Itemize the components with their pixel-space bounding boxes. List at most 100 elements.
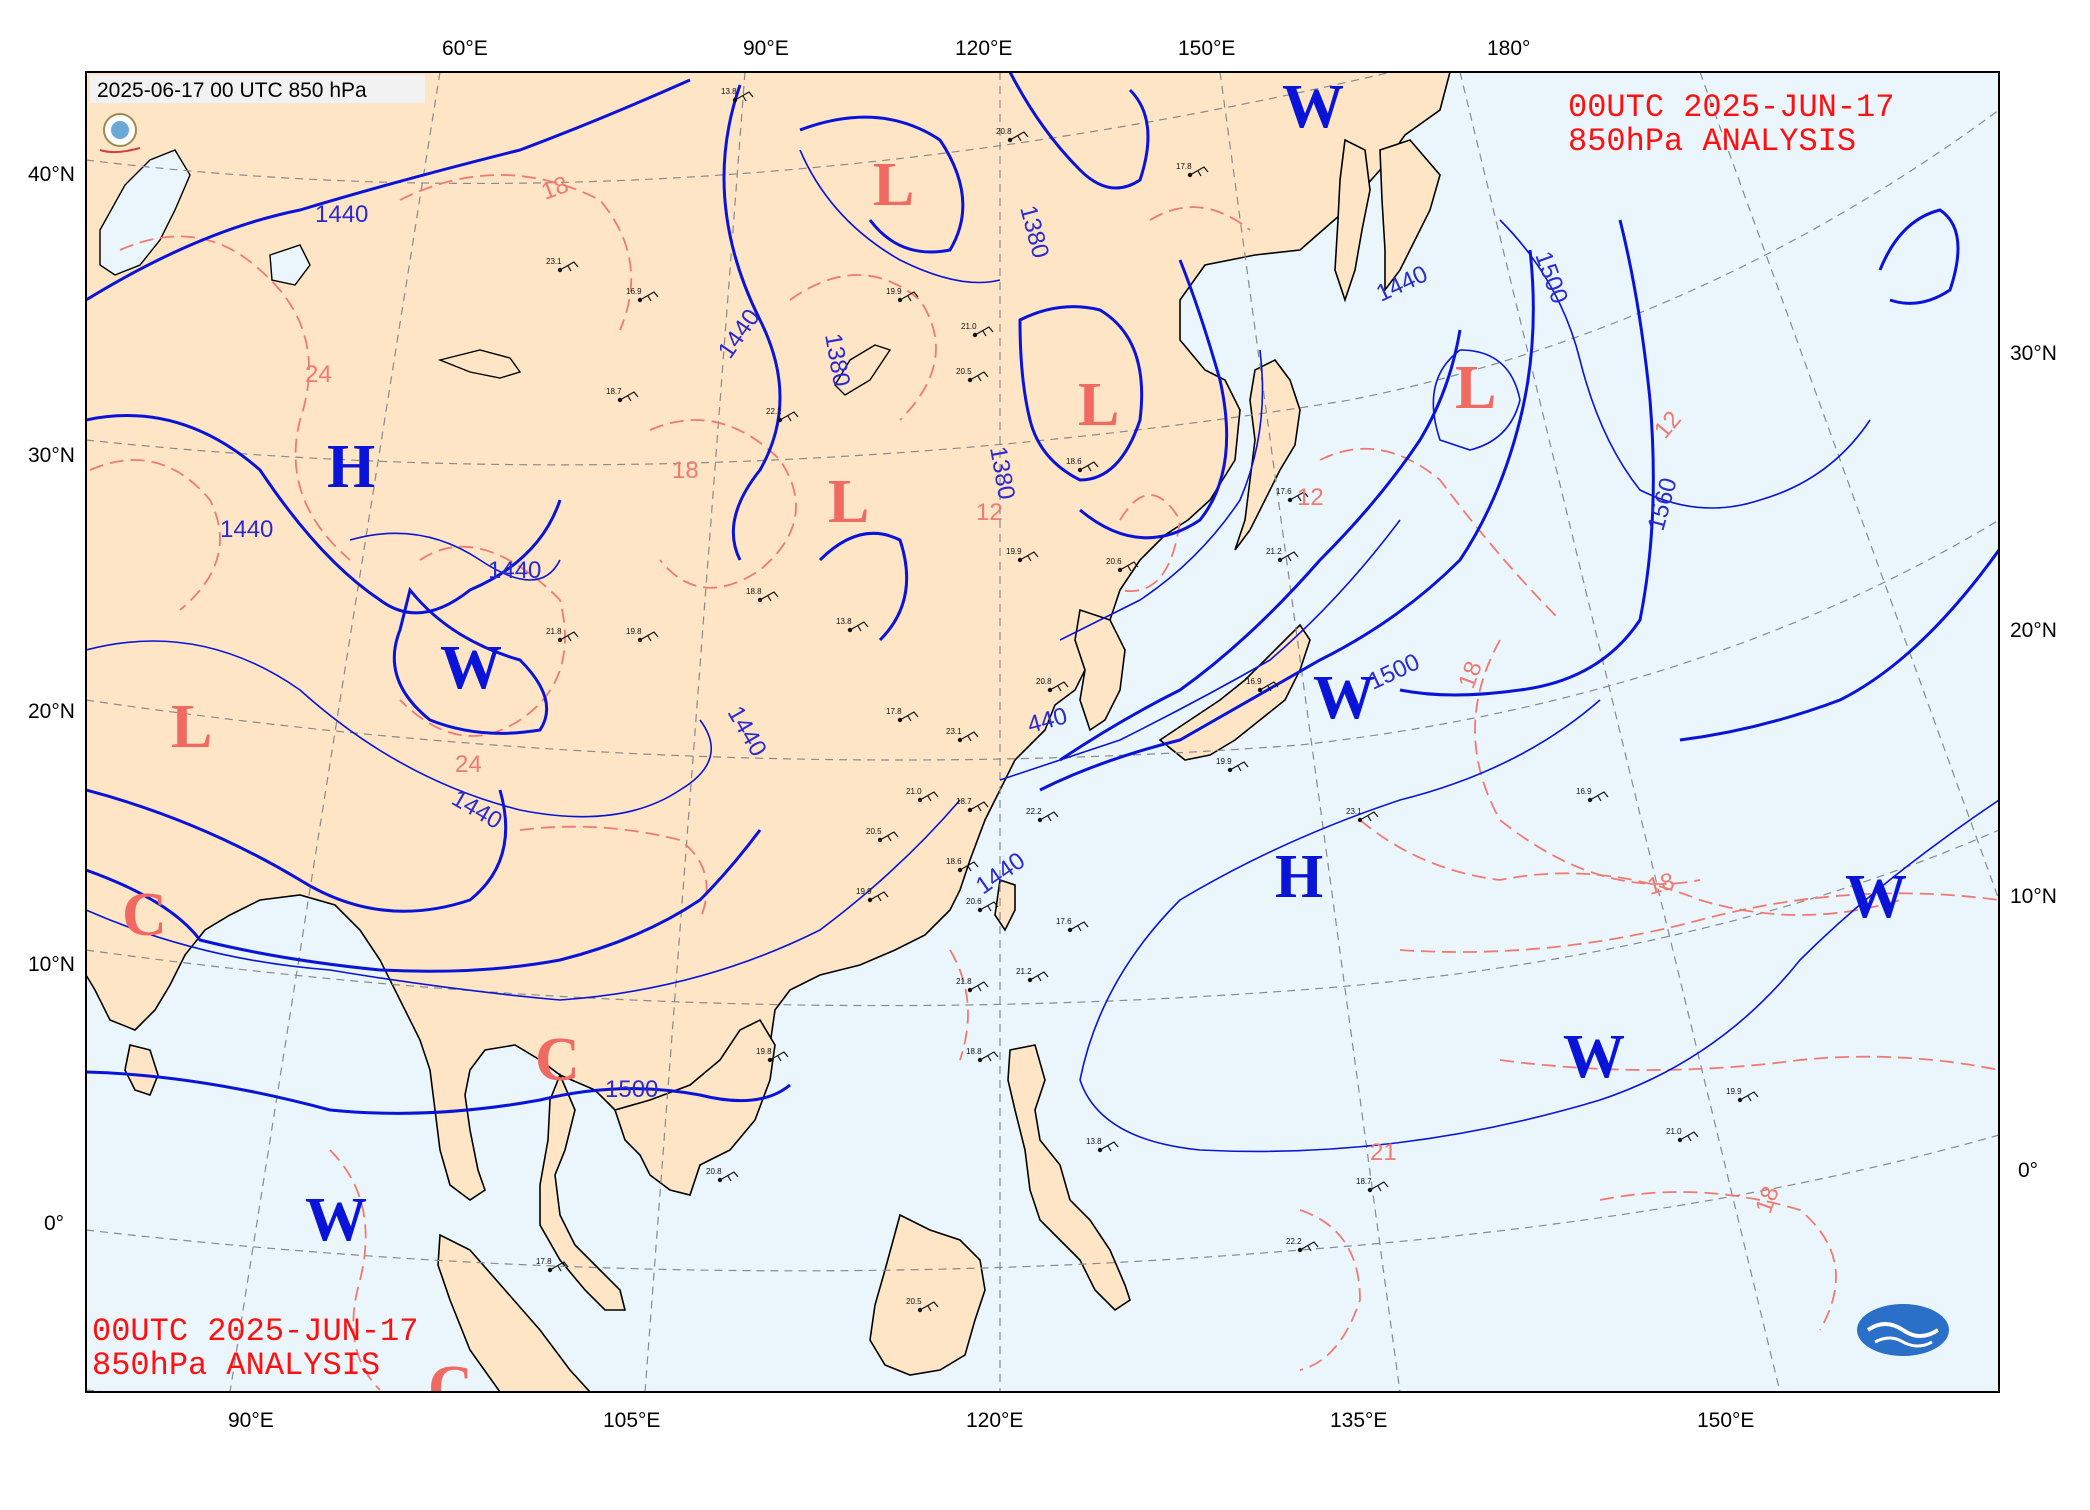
svg-text:180°: 180° [1487,37,1530,60]
station-value: 18.8 [966,1047,982,1056]
svg-text:20°N: 20°N [2010,619,2057,642]
station-value: 18.6 [946,857,962,866]
station-value: 19.9 [856,887,872,896]
system-h-2: H [1275,843,1323,911]
wind-barb [734,91,754,102]
svg-text:1500: 1500 [605,1076,658,1103]
title-top-line2: 850hPa ANALYSIS [1568,123,1856,160]
wind-barb [1039,811,1059,822]
title-bottom-line2: 850hPa ANALYSIS [92,1347,380,1384]
pressure-systems: W W W W W W H H L L L L L C C C [122,73,1907,1422]
wind-barb [959,861,979,872]
wind-barb [1069,921,1089,932]
station-value: 18.7 [606,387,622,396]
wind-barb [559,261,579,272]
wind-barb [1739,1091,1759,1102]
svg-text:90°E: 90°E [743,37,789,60]
system-w-2: W [440,634,502,702]
svg-text:105°E: 105°E [603,1409,660,1432]
station-value: 20.8 [996,127,1012,136]
station-value: 17.6 [1276,487,1292,496]
station-value: 18.7 [1356,1177,1372,1186]
system-w-1: W [1282,73,1344,141]
wind-barb [979,1051,999,1062]
wind-barb [1289,491,1309,502]
timestamp-box [90,75,425,103]
sakhalin [1334,138,1371,303]
wind-barb [769,1051,789,1062]
station-value: 19.9 [886,287,902,296]
station-value: 13.8 [836,617,852,626]
wind-barb [779,411,799,422]
wind-barb [619,391,639,402]
svg-text:10°N: 10°N [28,953,75,976]
station-value: 21.8 [546,627,562,636]
title-bottom-line1: 00UTC 2025-JUN-17 [92,1313,418,1350]
svg-text:10°N: 10°N [2010,885,2057,908]
station-plots: 13.8 20.8 17.8 23.1 16.9 19.9 21.0 18.7 22.2 20.5… [536,87,1759,1313]
svg-text:20°N: 20°N [28,700,75,723]
station-value: 17.8 [886,707,902,716]
wind-barb [879,831,899,842]
station-value: 20.8 [706,1167,722,1176]
system-h-1: H [327,433,375,501]
wind-barb [719,1171,739,1182]
wind-barb [1049,681,1069,692]
map-frame [85,71,2000,1393]
wind-barb [959,731,979,742]
wind-barb [639,631,659,642]
svg-text:1440: 1440 [488,557,541,584]
svg-text:40°N: 40°N [28,163,75,186]
wind-barb [759,591,779,602]
station-value: 20.6 [966,897,982,906]
svg-text:0°: 0° [2018,1159,2038,1182]
timestamp-label: 2025-06-17 00 UTC 850 hPa [97,79,367,102]
svg-text:18: 18 [672,457,699,484]
indochina [613,1018,776,1196]
station-value: 21.0 [906,787,922,796]
wind-barb [969,981,989,992]
station-value: 16.9 [1576,787,1592,796]
station-value: 22.2 [1286,1237,1302,1246]
wind-barb [899,291,919,302]
station-value: 22.2 [1026,807,1042,816]
wind-barb [899,711,919,722]
right-latitude-ticks: 30°N 20°N 10°N 0° [2010,342,2057,1182]
system-w-6: W [305,1186,367,1254]
station-value: 22.2 [766,407,782,416]
station-value: 19.9 [1006,547,1022,556]
svg-text:30°N: 30°N [28,444,75,467]
wind-barb [919,791,939,802]
wind-barb [559,631,579,642]
station-value: 21.8 [956,977,972,986]
svg-text:21: 21 [1370,1139,1397,1166]
svg-text:150°E: 150°E [1697,1409,1754,1432]
top-longitude-ticks: 60°E 90°E 120°E 150°E 180° [442,37,1530,60]
bottom-longitude-ticks: 90°E 105°E 120°E 135°E 150°E [228,1409,1754,1432]
system-w-5: W [1563,1023,1625,1091]
wind-barb [1299,1241,1319,1252]
svg-text:90°E: 90°E [228,1409,274,1432]
system-c-3: C [428,1354,473,1422]
station-value: 17.6 [1056,917,1072,926]
lake-baikal [834,344,892,396]
aral-sea [269,244,311,286]
system-w-4: W [1845,863,1907,931]
philippines [1007,1044,1131,1312]
wind-barb [1589,791,1609,802]
station-value: 19.9 [1726,1087,1742,1096]
wind-barb [1189,166,1209,177]
wind-barb [979,901,999,912]
wind-barb [1079,461,1099,472]
station-value: 20.8 [1036,677,1052,686]
station-value: 13.8 [721,87,737,96]
lake-balkhash [437,349,522,379]
sri-lanka [124,1044,159,1096]
station-value: 19.9 [1216,757,1232,766]
svg-text:120°E: 120°E [966,1409,1023,1432]
svg-text:12: 12 [1297,484,1324,511]
station-value: 20.5 [866,827,882,836]
system-l-4: L [1455,354,1496,422]
wind-barb [1119,561,1139,572]
station-value: 23.1 [946,727,962,736]
